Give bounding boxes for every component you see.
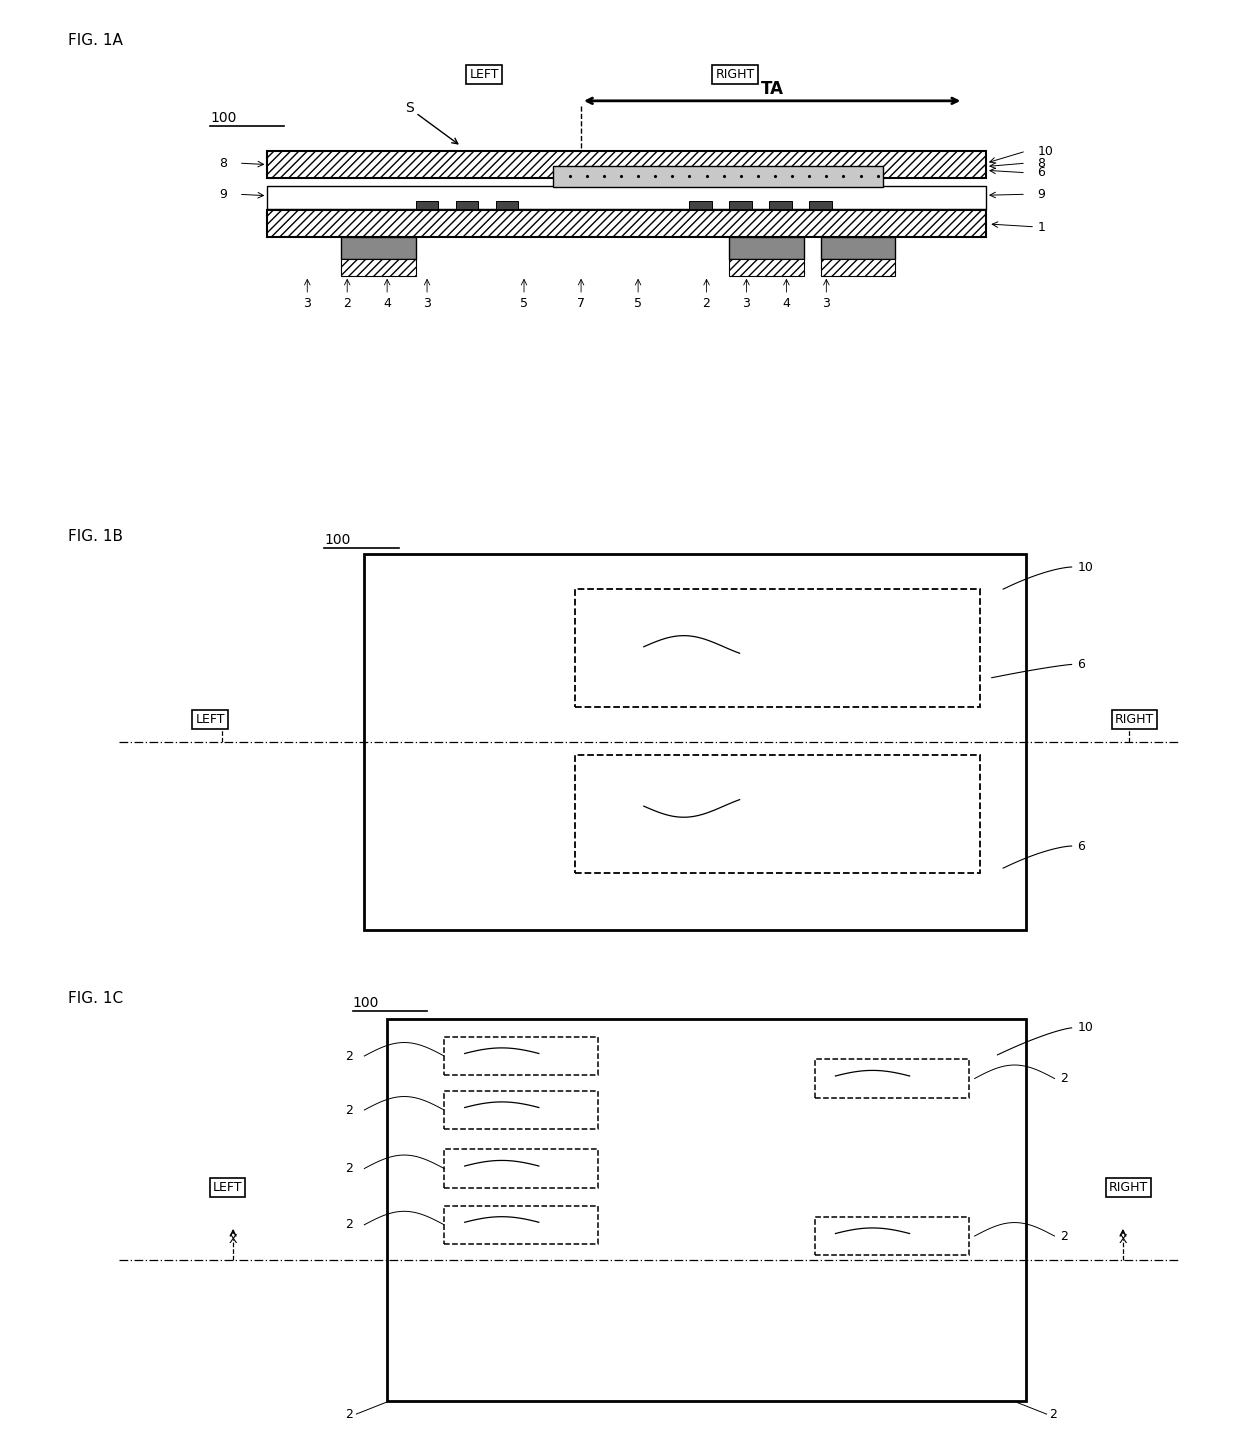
Text: 2: 2	[703, 298, 711, 311]
Bar	[553, 166, 883, 187]
Text: 2: 2	[345, 1162, 353, 1175]
Text: 9: 9	[1038, 187, 1045, 200]
Text: 10: 10	[1038, 145, 1053, 158]
Bar	[575, 590, 981, 707]
Bar	[365, 553, 1025, 931]
Text: 3: 3	[304, 298, 311, 311]
Bar	[415, 202, 439, 209]
Text: 3: 3	[423, 298, 432, 311]
Text: 2: 2	[1060, 1230, 1068, 1243]
Bar	[268, 186, 986, 209]
Text: 6: 6	[1078, 839, 1085, 852]
Text: 4: 4	[782, 298, 790, 311]
Bar	[729, 237, 804, 258]
Bar	[444, 1090, 598, 1130]
Bar	[268, 151, 986, 177]
Text: 10: 10	[1078, 560, 1094, 574]
Text: 8: 8	[1038, 157, 1045, 170]
Text: 4: 4	[383, 298, 391, 311]
Text: 2: 2	[345, 1408, 353, 1422]
Text: RIGHT: RIGHT	[1109, 1180, 1148, 1194]
Bar	[810, 202, 832, 209]
Text: 7: 7	[577, 298, 585, 311]
Text: 5: 5	[634, 298, 642, 311]
Text: 6: 6	[1038, 166, 1045, 179]
Bar	[815, 1217, 968, 1255]
Text: 100: 100	[353, 996, 379, 1011]
Bar	[268, 209, 986, 237]
Text: S: S	[405, 102, 414, 115]
Bar	[729, 258, 804, 276]
Text: 1: 1	[1038, 221, 1045, 234]
Bar	[444, 1150, 598, 1188]
Text: X: X	[1118, 1233, 1127, 1246]
Text: 100: 100	[211, 110, 237, 125]
Bar	[729, 202, 753, 209]
Text: X: X	[1125, 716, 1133, 729]
Bar	[496, 202, 518, 209]
Text: 10: 10	[1078, 1021, 1094, 1034]
Text: 2: 2	[345, 1218, 353, 1231]
Bar	[769, 202, 792, 209]
Text: 8: 8	[219, 157, 227, 170]
Bar	[815, 1060, 968, 1098]
Text: 6: 6	[1078, 658, 1085, 671]
Bar	[387, 1019, 1025, 1401]
Text: 5: 5	[520, 298, 528, 311]
Text: RIGHT: RIGHT	[715, 68, 755, 81]
Bar	[821, 237, 895, 258]
Text: 2: 2	[345, 1104, 353, 1117]
Bar	[444, 1037, 598, 1074]
Text: FIG. 1A: FIG. 1A	[68, 33, 123, 48]
Bar	[575, 755, 981, 873]
Bar	[341, 258, 415, 276]
Bar	[689, 202, 712, 209]
Text: 2: 2	[1049, 1408, 1056, 1422]
Text: 3: 3	[822, 298, 831, 311]
Text: RIGHT: RIGHT	[1115, 713, 1154, 726]
Text: 2: 2	[345, 1050, 353, 1063]
Bar	[821, 258, 895, 276]
Text: 9: 9	[219, 187, 227, 200]
Text: 2: 2	[1060, 1072, 1068, 1085]
Text: FIG. 1B: FIG. 1B	[68, 529, 123, 543]
Text: FIG. 1C: FIG. 1C	[68, 992, 123, 1006]
Bar	[341, 237, 415, 258]
Text: LEFT: LEFT	[196, 713, 224, 726]
Text: LEFT: LEFT	[470, 68, 498, 81]
Text: TA: TA	[760, 80, 784, 97]
Text: 3: 3	[743, 298, 750, 311]
Text: 2: 2	[343, 298, 351, 311]
Text: X: X	[229, 1233, 237, 1246]
Text: X: X	[217, 716, 226, 729]
Bar	[455, 202, 479, 209]
Text: LEFT: LEFT	[213, 1180, 242, 1194]
Text: 100: 100	[325, 533, 351, 547]
Bar	[444, 1205, 598, 1244]
